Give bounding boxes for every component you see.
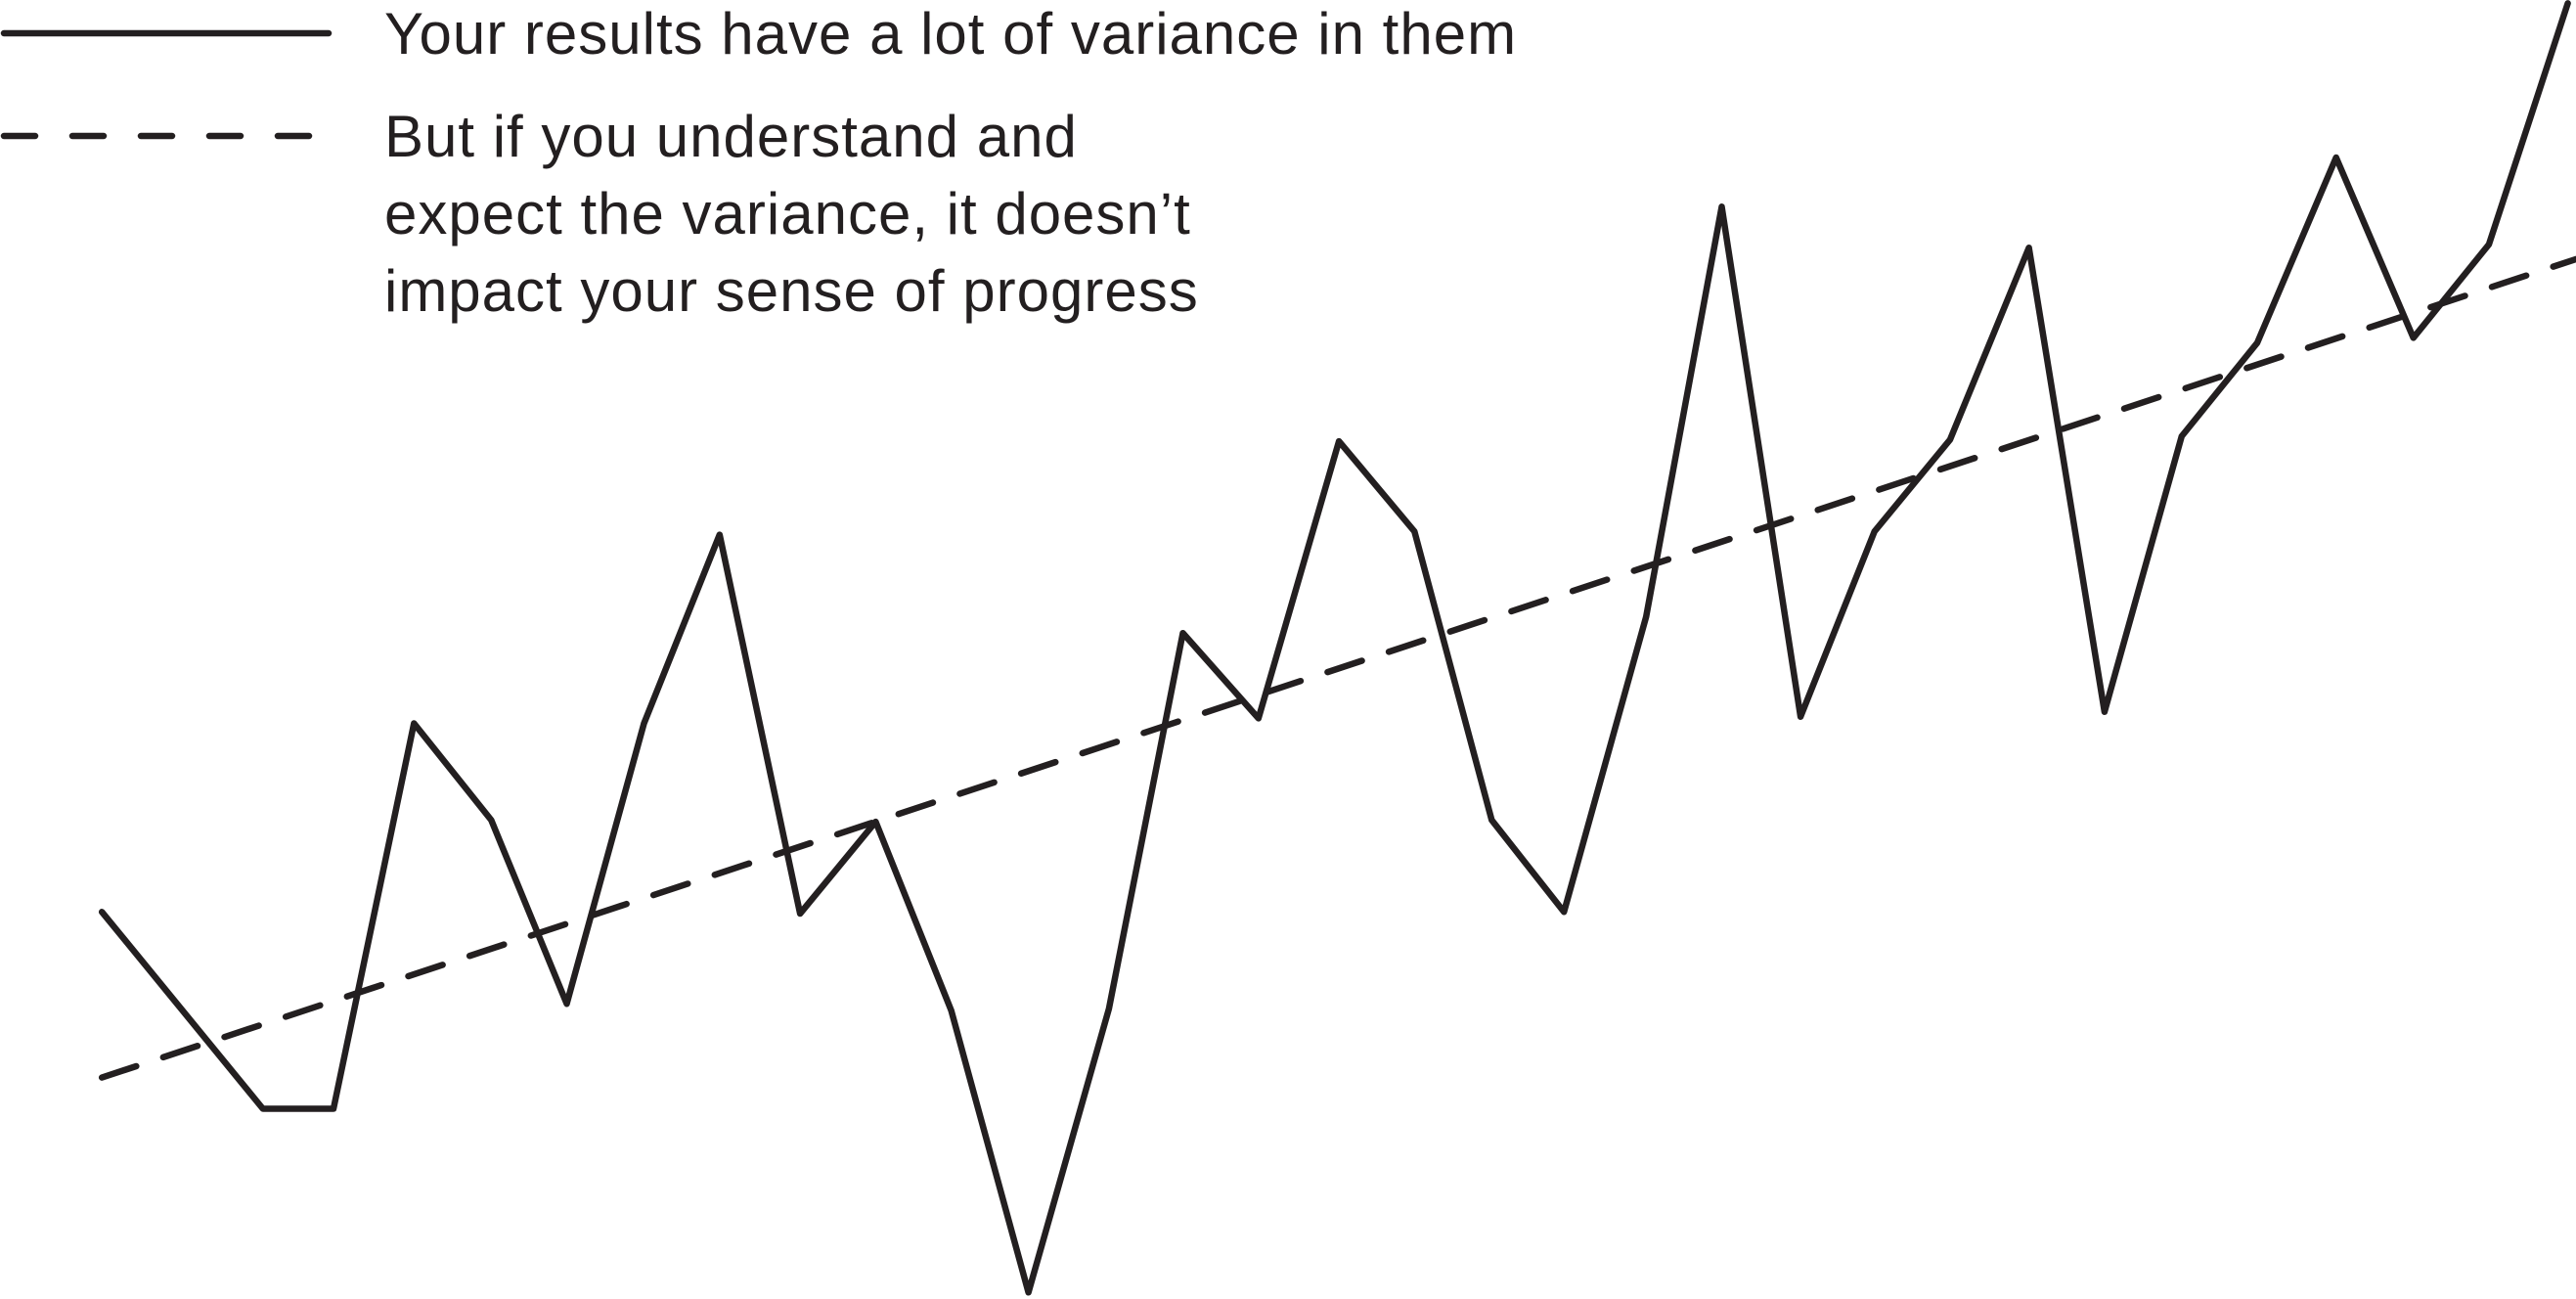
series-line [98, 255, 2576, 1081]
series-line [98, 0, 2571, 1296]
legend-label: impact your sense of progress [384, 258, 1199, 324]
legend-label: Your results have a lot of variance in t… [384, 1, 1517, 67]
legend-label: expect the variance, it doesn’t [384, 181, 1191, 246]
legend-label: But if you understand and [384, 104, 1078, 169]
